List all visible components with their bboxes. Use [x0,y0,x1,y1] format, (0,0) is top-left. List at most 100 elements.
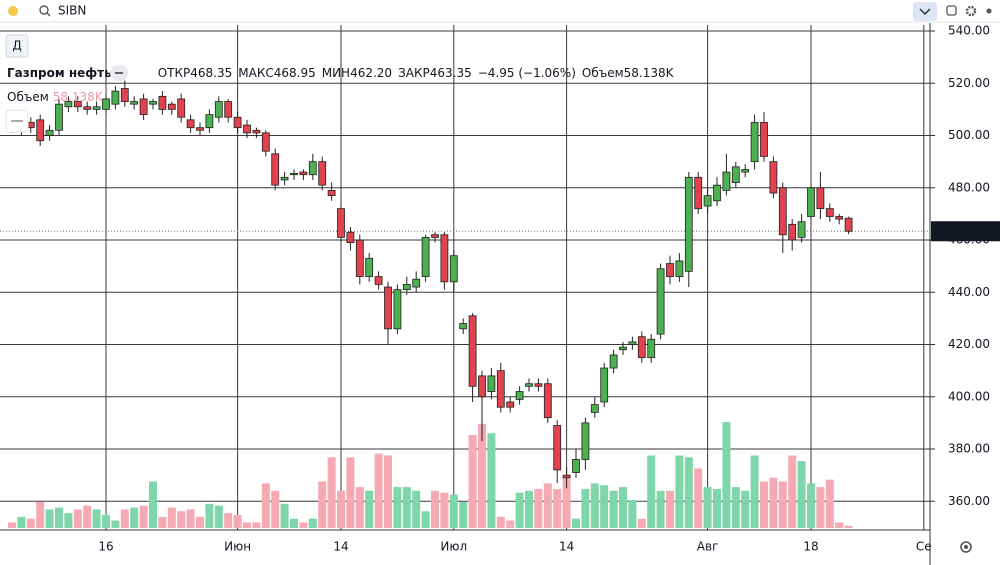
volume-bar [374,453,383,528]
volume-bar [327,457,336,528]
volume-bar [760,481,768,528]
volume-bar [252,522,261,528]
y-tick-label: 540.00 [948,24,990,38]
candle-body [299,171,308,176]
candle-body [619,346,627,351]
candle-body [205,114,214,129]
volume-bar [590,483,599,528]
interval-button[interactable] [5,34,29,58]
candle-body [120,88,129,102]
candle-body [45,129,54,136]
price-axis [930,23,1000,565]
candle-body [64,101,73,108]
candle-body [825,208,834,217]
toolbar [0,0,1000,22]
x-tick-label: Авг [697,540,719,554]
volume-bar [130,507,139,528]
candle-body [609,354,618,369]
candle-body [346,231,355,244]
y-tick-label: 500.00 [948,128,990,142]
volume-bar [393,487,402,528]
volume-bar [600,485,609,528]
volume-bar [205,503,214,528]
candle-body [412,278,421,288]
volume-bar [402,487,411,528]
candle-body [421,236,430,277]
volume-bar [8,522,16,528]
volume-bar [572,518,580,528]
volume-bar [713,488,721,528]
legend-value: 462.20 [350,66,392,80]
candle-body [750,122,759,163]
candle-body [384,286,392,330]
candle-body [656,268,665,335]
candle-body [600,367,609,403]
volume-bar [308,518,317,528]
volume-bar [365,490,374,528]
volume-bar [468,435,477,528]
candle-body [36,119,45,142]
search-icon-handle [46,12,51,17]
x-tick-label: Июн [224,540,251,554]
candle-body [844,217,853,232]
symbol-input[interactable]: SIBN [58,4,86,18]
settings-dot [986,8,992,14]
search-icon[interactable] [39,5,49,15]
legend-name: Газпром нефть [7,66,112,80]
candle-body [741,169,750,173]
candle-body [83,106,92,110]
legend-label: МАКС [238,66,273,80]
volume-bar [73,509,82,528]
axis-settings-button[interactable] [960,541,972,553]
volume-bar [637,518,646,528]
volume-bar [675,455,684,528]
settings-button[interactable] [965,5,977,17]
volume-bar [825,479,834,528]
candle-body [788,223,797,241]
candle-body [55,103,63,131]
candle-body [543,383,552,419]
volume-bar [355,487,364,528]
candle-body [694,176,703,210]
candle-body [666,263,674,277]
volume-bar [534,488,543,528]
candle-body [393,289,402,330]
volume-bar [581,488,590,528]
legend: Газпром нефть ОТКР468.35 МАКС468.95 МИН462.… [7,66,675,80]
window-button[interactable] [946,5,957,16]
x-tick-label: 18 [803,540,818,554]
volume-bar [478,423,486,528]
volume-bar [139,505,148,528]
volume-bar [177,511,186,528]
y-tick-label: 440.00 [948,285,990,299]
volume-bar [290,518,298,528]
candle-body [167,103,176,110]
volume-bar [440,492,449,528]
volume-bar [55,507,63,528]
dropdown-button[interactable] [913,2,937,21]
candle-body [214,101,223,118]
volume-bar [656,490,665,528]
last-price-label: 463.35 [942,224,988,238]
candle-body [713,184,721,202]
volume-bar [496,516,505,528]
candle-body [525,383,533,387]
candle-body [149,101,157,105]
candle-body [224,101,233,118]
legend-label: ОТКР [158,66,191,80]
candle-body [261,132,270,152]
legend-volume-label: Объем [582,66,624,80]
volume-bar [515,492,524,528]
volume-bar [722,422,731,528]
status-dot [8,6,18,16]
volume-bar [769,477,778,528]
legend-change: −4.95 (−1.06%) [478,66,576,80]
y-tick-label: 360.00 [948,494,990,508]
volume-bar [459,501,468,528]
volume-bar [186,509,195,528]
grid [0,25,930,530]
candle-body [703,195,712,207]
volume-bar [243,522,251,528]
volume-legend-label: Объем [7,90,49,104]
volume-bar [844,525,853,528]
